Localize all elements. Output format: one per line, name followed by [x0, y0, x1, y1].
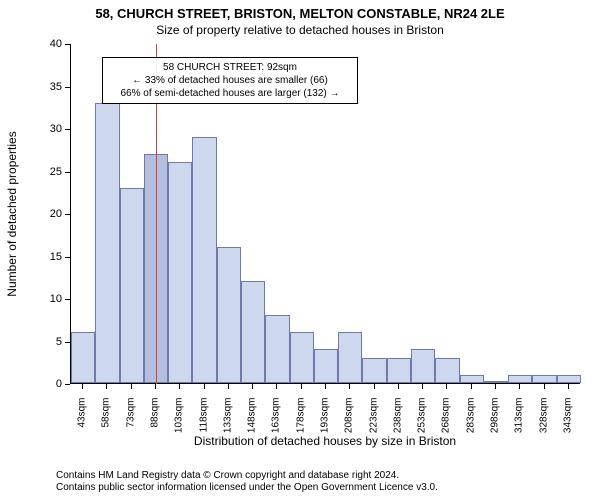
y-tick-label: 20 — [40, 208, 62, 220]
histogram-bar — [435, 358, 459, 384]
x-tick-label: 103sqm — [174, 398, 185, 448]
y-tick-mark — [65, 129, 70, 130]
annotation-line2: ← 33% of detached houses are smaller (66… — [109, 74, 351, 87]
histogram-bar — [217, 247, 241, 383]
histogram-bar — [362, 358, 386, 384]
annotation-line3: 66% of semi-detached houses are larger (… — [109, 87, 351, 100]
y-tick-mark — [65, 172, 70, 173]
x-tick-mark — [228, 384, 229, 389]
chart-title-sub: Size of property relative to detached ho… — [0, 21, 600, 37]
x-tick-mark — [568, 384, 569, 389]
x-tick-label: 43sqm — [77, 398, 88, 448]
histogram-bar — [71, 332, 95, 383]
x-tick-label: 298sqm — [490, 398, 501, 448]
y-tick-mark — [65, 342, 70, 343]
histogram-bar — [120, 188, 144, 384]
histogram-bar — [508, 375, 532, 384]
x-tick-mark — [106, 384, 107, 389]
annotation-line1: 58 CHURCH STREET: 92sqm — [109, 61, 351, 74]
histogram-bar — [241, 281, 265, 383]
y-tick-label: 35 — [40, 81, 62, 93]
x-tick-mark — [276, 384, 277, 389]
y-tick-mark — [65, 299, 70, 300]
annotation-box: 58 CHURCH STREET: 92sqm ← 33% of detache… — [102, 57, 358, 104]
x-tick-mark — [544, 384, 545, 389]
y-tick-label: 30 — [40, 123, 62, 135]
x-tick-label: 238sqm — [392, 398, 403, 448]
x-tick-mark — [519, 384, 520, 389]
histogram-bar — [484, 381, 508, 383]
histogram-bar — [557, 375, 581, 384]
x-tick-label: 268sqm — [441, 398, 452, 448]
x-tick-label: 208sqm — [344, 398, 355, 448]
y-axis-label: Number of detached properties — [5, 131, 19, 296]
x-tick-mark — [82, 384, 83, 389]
x-tick-label: 163sqm — [271, 398, 282, 448]
x-tick-label: 88sqm — [150, 398, 161, 448]
x-tick-label: 193sqm — [320, 398, 331, 448]
histogram-bar — [338, 332, 362, 383]
x-tick-mark — [349, 384, 350, 389]
histogram-bar — [265, 315, 289, 383]
y-tick-mark — [65, 44, 70, 45]
y-tick-label: 15 — [40, 251, 62, 263]
y-tick-label: 5 — [40, 336, 62, 348]
x-tick-label: 178sqm — [295, 398, 306, 448]
x-tick-mark — [252, 384, 253, 389]
y-tick-label: 0 — [40, 378, 62, 390]
histogram-bar — [387, 358, 411, 384]
x-tick-label: 253sqm — [417, 398, 428, 448]
histogram-bar — [411, 349, 435, 383]
x-tick-mark — [446, 384, 447, 389]
footer-line1: Contains HM Land Registry data © Crown c… — [56, 470, 399, 481]
x-tick-mark — [131, 384, 132, 389]
histogram-bar — [95, 103, 119, 384]
histogram-bar — [290, 332, 314, 383]
x-tick-label: 328sqm — [538, 398, 549, 448]
x-tick-mark — [325, 384, 326, 389]
x-tick-mark — [495, 384, 496, 389]
x-tick-label: 58sqm — [101, 398, 112, 448]
x-tick-mark — [204, 384, 205, 389]
x-tick-mark — [179, 384, 180, 389]
chart-container: 58, CHURCH STREET, BRISTON, MELTON CONST… — [0, 0, 600, 500]
footer-line2: Contains public sector information licen… — [56, 482, 438, 493]
x-tick-mark — [422, 384, 423, 389]
chart-title-main: 58, CHURCH STREET, BRISTON, MELTON CONST… — [0, 0, 600, 21]
x-tick-label: 223sqm — [368, 398, 379, 448]
x-tick-label: 313sqm — [514, 398, 525, 448]
y-tick-label: 40 — [40, 38, 62, 50]
x-tick-mark — [374, 384, 375, 389]
x-tick-mark — [301, 384, 302, 389]
y-tick-label: 10 — [40, 293, 62, 305]
y-tick-mark — [65, 384, 70, 385]
x-tick-label: 73sqm — [125, 398, 136, 448]
histogram-bar — [314, 349, 338, 383]
x-tick-label: 118sqm — [198, 398, 209, 448]
x-tick-label: 133sqm — [222, 398, 233, 448]
y-tick-label: 25 — [40, 166, 62, 178]
histogram-bar — [168, 162, 192, 383]
x-tick-label: 283sqm — [465, 398, 476, 448]
x-tick-label: 148sqm — [247, 398, 258, 448]
x-tick-mark — [155, 384, 156, 389]
histogram-bar — [460, 375, 484, 384]
x-tick-mark — [471, 384, 472, 389]
y-tick-mark — [65, 214, 70, 215]
x-tick-label: 343sqm — [562, 398, 573, 448]
histogram-bar — [532, 375, 556, 384]
histogram-bar — [192, 137, 216, 384]
y-tick-mark — [65, 87, 70, 88]
x-tick-mark — [398, 384, 399, 389]
y-tick-mark — [65, 257, 70, 258]
